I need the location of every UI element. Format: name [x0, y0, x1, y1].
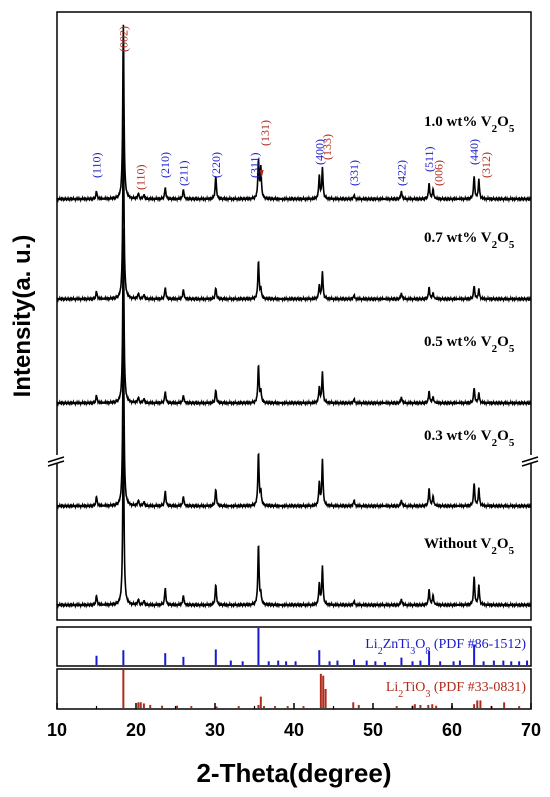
- hkl-label: (220): [209, 152, 223, 178]
- sample-labels: 1.0 wt% V2O5 0.7 wt% V2O5 0.5 wt% V2O5 0.3 …: [424, 114, 515, 557]
- sample-label: 0.7 wt% V2O5: [424, 230, 515, 251]
- x-axis-title: 2-Theta(degree): [196, 758, 391, 788]
- sample-label: 0.5 wt% V2O5: [424, 334, 515, 355]
- trace-line: [56, 124, 532, 304]
- diffraction-traces: [56, 24, 532, 610]
- x-axis-ticks: 10 20 30 40 50 60 70: [47, 703, 541, 740]
- hkl-label: (422): [394, 160, 408, 186]
- x-tick-label: 70: [521, 720, 541, 740]
- sample-label: 0.3 wt% V2O5: [424, 428, 515, 449]
- hkl-label: (311): [248, 152, 262, 178]
- hkl-labels: (110) (002) (110) (210) (211) (220) (311) (131)…: [90, 26, 494, 190]
- x-tick-label: 50: [363, 720, 383, 740]
- hkl-label: (331): [347, 160, 361, 186]
- hkl-label: (110): [134, 164, 148, 190]
- peak-marker: [259, 170, 264, 178]
- x-tick-label: 40: [284, 720, 304, 740]
- trace-line: [56, 24, 532, 204]
- reference-lines: Li2ZnTi3O8 (PDF #86-1512) Li2TiO3 (PDF #3…: [95, 628, 529, 708]
- reference-label: Li2TiO3 (PDF #33-0831): [386, 680, 527, 700]
- hkl-label: (211): [176, 160, 190, 186]
- hkl-label: (440): [467, 139, 481, 165]
- reference-panel-1: [56, 626, 532, 667]
- sample-label: 1.0 wt% V2O5: [424, 114, 515, 135]
- x-tick-label: 60: [442, 720, 462, 740]
- hkl-label: (131): [258, 120, 272, 146]
- axis-break-right: [521, 455, 539, 467]
- x-tick-label: 10: [47, 720, 67, 740]
- axis-break-left: [47, 455, 65, 467]
- hkl-label: (400): [312, 139, 326, 165]
- trace-line: [56, 228, 532, 408]
- trace-line: [56, 425, 532, 610]
- reference-label: Li2ZnTi3O8 (PDF #86-1512): [365, 637, 526, 657]
- sample-label: Without V2O5: [424, 536, 515, 557]
- hkl-label: (133): [320, 134, 334, 160]
- y-axis-title: Intensity(a. u.): [9, 235, 36, 398]
- hkl-label: (110): [90, 152, 104, 178]
- trace-line: [56, 316, 532, 511]
- plot-frame: [56, 11, 532, 621]
- x-tick-label: 20: [126, 720, 146, 740]
- hkl-label: (210): [158, 152, 172, 178]
- hkl-label: (511): [422, 146, 436, 172]
- x-tick-label: 30: [205, 720, 225, 740]
- hkl-label: (006): [432, 160, 446, 186]
- hkl-label: (002): [116, 26, 130, 52]
- hkl-label: (312): [479, 152, 493, 178]
